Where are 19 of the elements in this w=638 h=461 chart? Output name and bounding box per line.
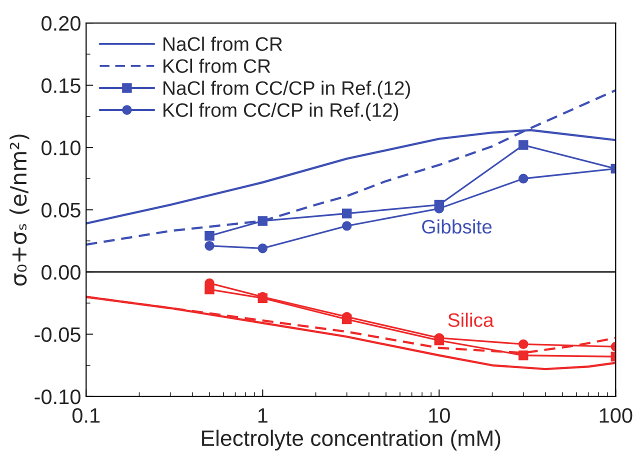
x-tick-label: 0.1 — [72, 408, 100, 423]
y-tick-label: 0.10 — [42, 140, 80, 156]
y-tick-label: -0.10 — [34, 389, 80, 404]
y-axis-title: σ₀+σₛ (e/nm²) — [10, 134, 30, 286]
y-tick-label: 0.15 — [42, 78, 80, 94]
x-tick-label: 10 — [429, 408, 450, 423]
y-tick-label: -0.05 — [34, 327, 80, 342]
legend-label: NaCl from CR — [164, 36, 282, 51]
legend-label: KCl from CC/CP in Ref.(12) — [164, 102, 398, 121]
x-tick-label: 100 — [600, 408, 632, 423]
y-tick-label: 0.20 — [42, 16, 80, 31]
annotation: Silica — [448, 312, 494, 327]
x-tick-label: 1 — [258, 408, 268, 423]
y-tick-label: 0.05 — [42, 202, 80, 218]
y-tick-label: 0.00 — [42, 264, 80, 280]
legend-label: NaCl from CC/CP in Ref.(12) — [164, 80, 410, 99]
x-axis-title: Electrolyte concentration (mM) — [202, 430, 500, 450]
annotation: Gibbsite — [422, 219, 492, 234]
legend-label: KCl from CR — [164, 58, 270, 73]
